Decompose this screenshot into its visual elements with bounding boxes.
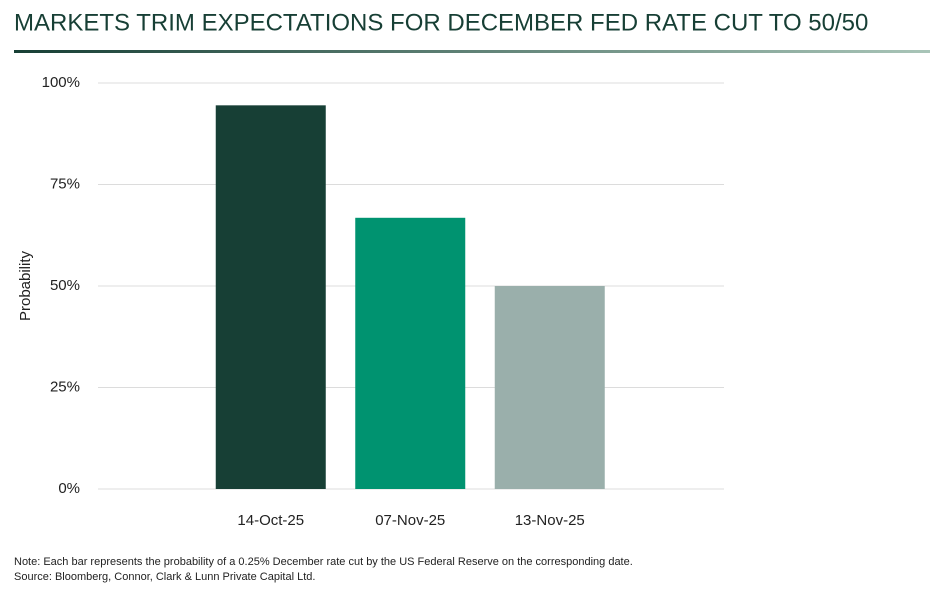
y-tick-label: 50% <box>50 277 80 294</box>
bar <box>215 105 326 489</box>
x-tick-label: 07-Nov-25 <box>375 512 445 529</box>
bar <box>355 217 466 490</box>
bar <box>494 286 605 489</box>
y-tick-label: 75% <box>50 175 80 192</box>
source: Source: Bloomberg, Connor, Clark & Lunn … <box>14 571 315 583</box>
note: Note: Each bar represents the probabilit… <box>14 556 633 568</box>
x-tick-label: 14-Oct-25 <box>237 512 304 529</box>
title-rule <box>14 50 930 53</box>
y-tick-label: 25% <box>50 378 80 395</box>
x-tick-label: 13-Nov-25 <box>515 512 585 529</box>
y-tick-label: 100% <box>42 74 80 91</box>
y-tick-label: 0% <box>58 480 80 497</box>
y-axis-label: Probability <box>17 250 34 321</box>
chart-title: MARKETS TRIM EXPECTATIONS FOR DECEMBER F… <box>14 9 868 36</box>
